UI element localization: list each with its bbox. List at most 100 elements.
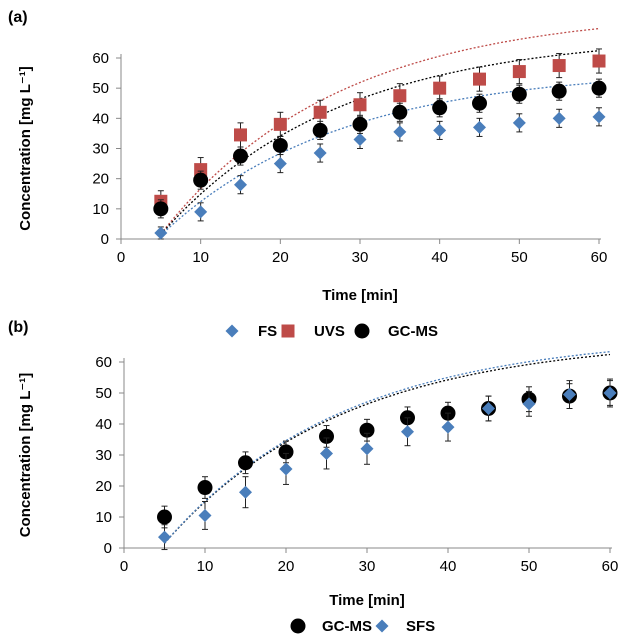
fit-curve-GC-MS — [160, 50, 600, 235]
data-point-GC-MS — [359, 422, 375, 438]
data-point-SFS — [441, 420, 455, 434]
x-tick-label: 40 — [431, 249, 448, 266]
legend-marker-GC-MS — [354, 323, 370, 339]
x-axis-label: Time [min] — [329, 592, 405, 609]
data-point-GC-MS — [193, 172, 209, 188]
y-tick-label: 30 — [92, 141, 109, 158]
legend-label-GC-MS: GC-MS — [388, 323, 438, 340]
data-point-UVS — [473, 72, 486, 86]
data-point-GC-MS — [312, 122, 328, 138]
legend-marker-GC-MS — [290, 618, 306, 634]
legend-label-GC-MS: GC-MS — [322, 618, 372, 635]
x-tick-label: 0 — [117, 249, 125, 266]
y-tick-label: 40 — [92, 110, 109, 127]
data-point-SFS — [603, 386, 617, 400]
data-point-SFS — [279, 462, 293, 476]
data-point-GC-MS — [511, 86, 527, 102]
data-point-GC-MS — [272, 137, 288, 153]
data-point-FS — [273, 157, 287, 171]
data-point-UVS — [353, 98, 367, 112]
data-point-UVS — [273, 117, 287, 131]
data-point-FS — [512, 116, 526, 130]
x-tick-label: 60 — [602, 558, 619, 575]
data-point-UVS — [393, 89, 407, 103]
data-point-SFS — [563, 388, 576, 402]
data-point-GC-MS — [472, 95, 487, 111]
data-point-UVS — [313, 105, 327, 119]
y-tick-label: 60 — [92, 50, 109, 67]
data-point-FS — [592, 110, 606, 124]
y-tick-label: 40 — [95, 416, 112, 433]
data-point-SFS — [239, 485, 252, 499]
data-point-UVS — [592, 54, 606, 68]
x-tick-label: 30 — [359, 558, 376, 575]
x-tick-label: 10 — [192, 249, 209, 266]
panel-a: (a) 0 10 20 30 40 50 60 0 10 20 30 40 50 60 Time [min] C… — [8, 9, 607, 340]
data-point-GC-MS — [153, 201, 169, 217]
y-tick-label: 0 — [104, 540, 112, 557]
data-point-GC-MS — [551, 83, 567, 99]
data-point-SFS — [401, 425, 414, 439]
fit-curve-GC-MS — [164, 353, 611, 544]
data-point-UVS — [512, 65, 526, 79]
data-point-SFS — [320, 446, 333, 460]
data-point-SFS — [198, 508, 212, 522]
x-tick-label: 50 — [521, 558, 538, 575]
data-point-GC-MS — [157, 509, 172, 525]
legend-marker-UVS — [281, 324, 295, 338]
data-point-FS — [313, 146, 327, 160]
fit-curve-FS — [160, 81, 600, 236]
data-point-UVS — [194, 163, 208, 177]
data-point-SFS — [360, 442, 374, 456]
x-tick-label: 0 — [120, 558, 128, 575]
y-tick-label: 60 — [95, 354, 112, 371]
x-tick-label: 20 — [278, 558, 295, 575]
x-tick-label: 30 — [352, 249, 369, 266]
data-point-FS — [234, 178, 247, 192]
data-point-SFS — [158, 530, 171, 544]
data-point-UVS — [433, 81, 447, 95]
legend-marker-FS — [225, 324, 239, 338]
panel-b: (b) 0 10 20 30 40 50 60 0 10 20 30 40 50 60 Time [min] C… — [8, 319, 618, 635]
data-point-FS — [194, 205, 208, 219]
data-point-GC-MS — [319, 428, 334, 444]
data-point-FS — [393, 125, 407, 139]
data-point-FS — [552, 111, 566, 125]
y-tick-label: 0 — [101, 231, 109, 248]
y-tick-label: 10 — [95, 509, 112, 526]
x-tick-label: 60 — [591, 249, 608, 266]
y-tick-label: 20 — [92, 171, 109, 188]
y-tick-label: 30 — [95, 447, 112, 464]
data-point-FS — [353, 132, 367, 146]
data-point-FS — [154, 226, 168, 240]
y-tick-label: 50 — [95, 385, 112, 402]
data-point-GC-MS — [278, 444, 294, 460]
y-axis-label: Concentration [mg L⁻¹] — [17, 66, 34, 231]
y-tick-label: 10 — [92, 201, 109, 218]
data-point-FS — [473, 120, 486, 134]
y-axis-label: Concentration [mg L⁻¹] — [17, 373, 34, 538]
fit-curve-UVS — [160, 27, 600, 235]
data-point-UVS — [552, 59, 566, 73]
data-point-GC-MS — [238, 455, 253, 471]
panel-label: (b) — [8, 319, 28, 336]
x-tick-label: 10 — [197, 558, 214, 575]
x-tick-label: 40 — [440, 558, 457, 575]
data-point-GC-MS — [591, 80, 607, 96]
x-axis-label: Time [min] — [322, 287, 398, 304]
data-point-FS — [433, 123, 447, 137]
y-tick-label: 50 — [92, 80, 109, 97]
data-point-SFS — [482, 402, 495, 415]
legend-marker-SFS — [375, 619, 389, 633]
x-tick-label: 50 — [511, 249, 528, 266]
legend-label-SFS: SFS — [406, 618, 435, 635]
y-tick-label: 20 — [95, 478, 112, 495]
fit-curve-SFS — [164, 351, 611, 544]
data-point-GC-MS — [197, 480, 213, 496]
data-point-GC-MS — [392, 104, 408, 120]
legend-label-FS: FS — [258, 323, 277, 340]
data-point-GC-MS — [432, 100, 448, 116]
data-point-UVS — [234, 128, 247, 142]
data-point-GC-MS — [352, 116, 368, 132]
